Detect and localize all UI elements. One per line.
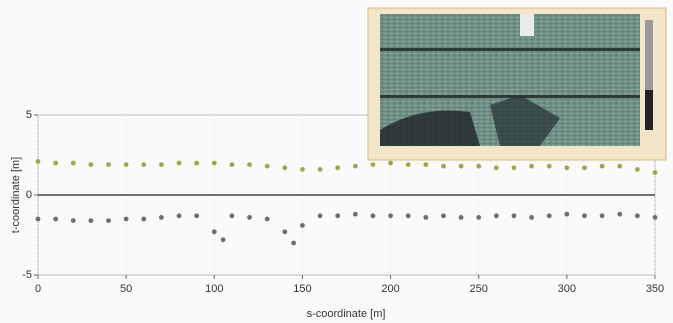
point (247, 162, 252, 168)
point (291, 240, 297, 246)
point (229, 162, 235, 168)
point (141, 216, 147, 222)
point (335, 213, 341, 219)
inset-image (367, 7, 667, 161)
point (476, 215, 482, 220)
point (405, 213, 411, 219)
point (352, 211, 358, 217)
point (582, 165, 587, 171)
x-tick-label: 0 (35, 283, 41, 295)
point (423, 215, 429, 220)
point (634, 213, 640, 219)
point (211, 160, 217, 166)
point (441, 163, 446, 169)
point (370, 162, 376, 168)
point (617, 163, 623, 169)
point (458, 163, 464, 169)
point (247, 215, 252, 220)
point (220, 237, 226, 243)
point (317, 213, 323, 219)
point (634, 167, 640, 172)
point (159, 162, 164, 168)
y-tick-label: -5 (22, 269, 32, 281)
point (335, 165, 341, 171)
point (35, 216, 41, 222)
point (264, 163, 270, 169)
x-tick-label: 250 (470, 283, 488, 295)
x-tick-label: 150 (293, 283, 311, 295)
point (388, 160, 393, 166)
x-tick-label: 100 (205, 283, 223, 295)
point (493, 165, 499, 171)
point (282, 165, 288, 171)
point (159, 215, 164, 220)
point (511, 213, 517, 219)
point (194, 213, 200, 219)
point (229, 213, 235, 219)
point (529, 215, 534, 220)
point (599, 163, 605, 169)
point (123, 216, 129, 222)
point (211, 229, 217, 235)
x-axis-label: s-coordinate [m] (307, 308, 386, 320)
point (141, 162, 147, 168)
point (546, 163, 552, 169)
point (652, 215, 658, 220)
point (423, 162, 429, 168)
point (300, 223, 305, 228)
point (352, 163, 358, 169)
x-tick-label: 200 (381, 283, 399, 295)
point (35, 159, 41, 164)
point (70, 160, 76, 166)
point (123, 162, 129, 168)
point (405, 162, 411, 168)
point (176, 213, 182, 219)
x-tick-label: 350 (646, 283, 664, 295)
point (194, 160, 200, 166)
point (388, 213, 393, 219)
y-tick-label: 5 (26, 109, 32, 121)
point (599, 213, 605, 219)
point (176, 160, 182, 166)
point (106, 162, 111, 168)
point (88, 218, 94, 224)
point (370, 213, 376, 219)
point (317, 167, 323, 172)
plot-area: 0 50 100 150 200 250 300 350-505 (22, 109, 664, 295)
point (476, 163, 482, 169)
point (53, 160, 59, 166)
point (88, 162, 94, 168)
point (582, 213, 587, 219)
point (70, 218, 76, 224)
point (458, 215, 464, 220)
y-tick-label: 0 (26, 189, 32, 201)
point (441, 213, 446, 219)
point (511, 165, 517, 171)
point (617, 211, 623, 217)
point (53, 216, 59, 222)
y-axis-label: t-coordinate [m] (10, 157, 22, 233)
point (106, 218, 111, 224)
point (546, 213, 552, 219)
point (282, 229, 288, 235)
point (652, 170, 658, 176)
x-tick-label: 300 (558, 283, 576, 295)
point (493, 213, 499, 219)
point (529, 163, 534, 169)
point (300, 167, 305, 172)
point (264, 216, 270, 222)
x-tick-label: 50 (120, 283, 132, 295)
point (564, 211, 570, 217)
point (564, 165, 570, 171)
